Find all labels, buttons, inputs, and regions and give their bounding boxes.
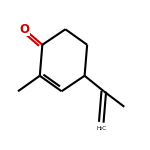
Text: O: O	[20, 23, 29, 36]
Text: H₂C: H₂C	[96, 126, 106, 131]
